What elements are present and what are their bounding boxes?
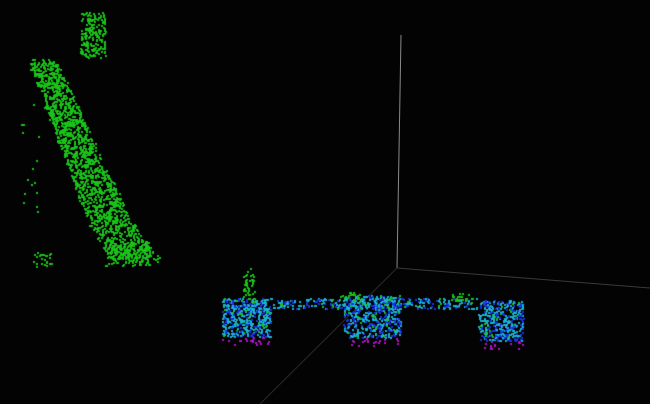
point-cloud[interactable] <box>0 0 650 404</box>
3d-point-cloud-viewport[interactable] <box>0 0 650 404</box>
